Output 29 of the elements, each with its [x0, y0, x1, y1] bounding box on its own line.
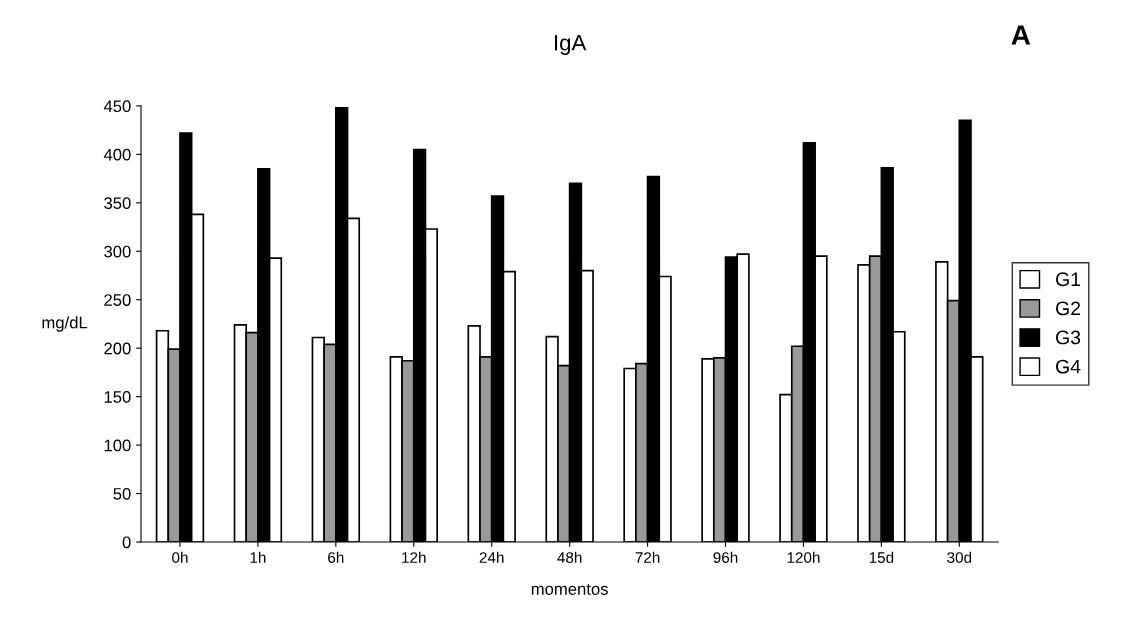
x-tick-label: 0h — [172, 551, 188, 563]
legend-label: G2 — [1056, 301, 1081, 316]
y-tick-label: 400 — [103, 148, 131, 161]
x-tick-label: 30d — [947, 551, 972, 563]
y-tick-label: 350 — [104, 197, 131, 210]
chart-title: IgA — [555, 35, 587, 55]
y-tick-label: 100 — [104, 439, 131, 452]
x-tick-label: 1h — [250, 551, 266, 563]
y-tick-label: 150 — [104, 391, 131, 403]
x-tick-label: 24h — [479, 551, 504, 563]
x-tick-label: 15d — [869, 551, 894, 563]
y-tick-label: 300 — [104, 245, 131, 258]
y-axis-title: mg/dL — [42, 316, 88, 332]
x-tick-label: 72h — [635, 551, 660, 563]
y-tick-label: 250 — [104, 294, 131, 306]
x-tick-label: 96h — [713, 551, 738, 563]
legend-label: G3 — [1056, 330, 1081, 345]
y-tick-label: 200 — [104, 342, 131, 355]
x-axis-title: momentos — [531, 583, 608, 595]
text: A — [1011, 25, 1031, 45]
y-tick-label: 450 — [103, 100, 131, 113]
y-tick-label: 0 — [122, 536, 131, 549]
x-tick-label: 6h — [328, 551, 344, 563]
legend-label: G4 — [1056, 359, 1081, 374]
x-tick-label: 12h — [402, 551, 426, 563]
x-tick-label: 120h — [787, 551, 820, 563]
legend-label: G1 — [1056, 272, 1081, 287]
x-tick-label: 48h — [557, 551, 582, 563]
y-tick-label: 50 — [113, 487, 131, 500]
